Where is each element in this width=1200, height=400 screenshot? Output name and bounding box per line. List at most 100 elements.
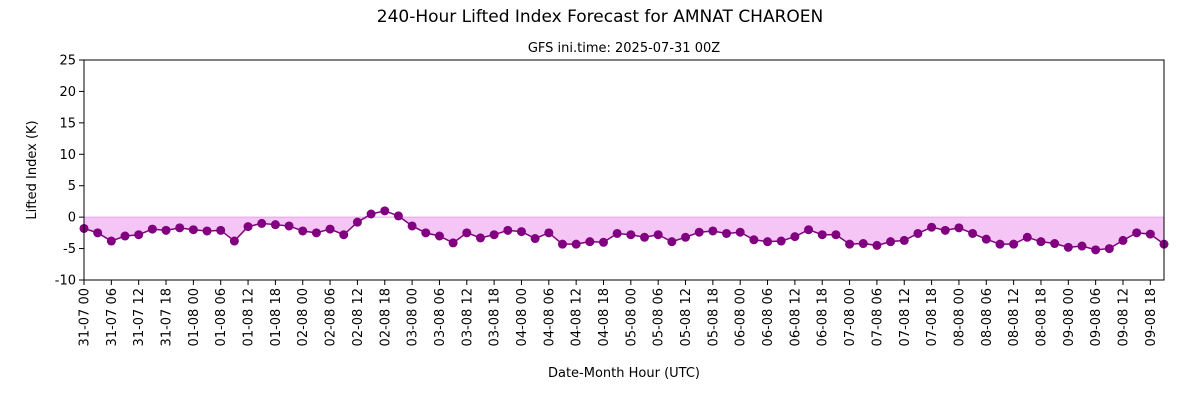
y-tick-label: -10 bbox=[55, 274, 76, 289]
data-point bbox=[229, 236, 239, 246]
data-point bbox=[448, 238, 458, 248]
data-point bbox=[571, 239, 581, 249]
data-point bbox=[831, 230, 841, 240]
data-point bbox=[366, 209, 376, 219]
x-tick-label: 01-08 00 bbox=[187, 288, 202, 346]
data-point bbox=[516, 227, 526, 237]
data-point bbox=[188, 225, 198, 235]
x-tick-label: 31-07 12 bbox=[132, 288, 147, 346]
data-point bbox=[1118, 235, 1128, 245]
x-tick-label: 09-08 12 bbox=[1116, 288, 1131, 346]
x-axis-label: Date-Month Hour (UTC) bbox=[548, 366, 700, 381]
data-point bbox=[612, 228, 622, 238]
data-point bbox=[325, 224, 335, 234]
data-point bbox=[940, 225, 950, 235]
chart-subtitle: GFS ini.time: 2025-07-31 00Z bbox=[528, 41, 720, 56]
data-point bbox=[1036, 237, 1046, 247]
data-point bbox=[257, 218, 267, 228]
data-point bbox=[585, 237, 595, 247]
x-tick-label: 03-08 00 bbox=[406, 288, 421, 346]
data-point bbox=[681, 232, 691, 242]
x-tick-label: 08-08 06 bbox=[980, 288, 995, 346]
x-tick-label: 02-08 12 bbox=[351, 288, 366, 346]
data-point bbox=[598, 237, 608, 247]
y-tick-label: 25 bbox=[59, 54, 76, 69]
data-point bbox=[667, 237, 677, 247]
data-point bbox=[544, 228, 554, 238]
data-point bbox=[298, 226, 308, 236]
data-point bbox=[968, 228, 978, 238]
data-point bbox=[722, 228, 732, 238]
y-tick-label: 0 bbox=[68, 211, 76, 226]
data-point bbox=[1050, 239, 1060, 249]
data-point bbox=[845, 239, 855, 249]
x-tick-label: 03-08 18 bbox=[488, 288, 503, 346]
y-tick-label: 20 bbox=[59, 85, 76, 100]
x-tick-label: 02-08 18 bbox=[378, 288, 393, 346]
data-point bbox=[995, 239, 1005, 249]
x-tick-label: 06-08 06 bbox=[761, 288, 776, 346]
data-point bbox=[804, 225, 814, 235]
data-point bbox=[339, 230, 349, 240]
data-point bbox=[270, 220, 280, 230]
x-tick-label: 04-08 06 bbox=[542, 288, 557, 346]
x-tick-label: 07-08 06 bbox=[870, 288, 885, 346]
data-point bbox=[503, 225, 513, 235]
data-point bbox=[1022, 232, 1032, 242]
data-point bbox=[489, 230, 499, 240]
x-tick-label: 31-07 06 bbox=[105, 288, 120, 346]
data-point bbox=[1063, 242, 1073, 252]
data-point bbox=[872, 240, 882, 250]
data-point bbox=[954, 223, 964, 233]
data-point bbox=[120, 231, 130, 241]
x-tick-label: 01-08 18 bbox=[269, 288, 284, 346]
x-tick-label: 09-08 18 bbox=[1144, 288, 1159, 346]
x-tick-label: 02-08 00 bbox=[296, 288, 311, 346]
x-tick-label: 09-08 00 bbox=[1062, 288, 1077, 346]
x-tick-label: 06-08 18 bbox=[816, 288, 831, 346]
data-point bbox=[913, 228, 923, 238]
data-point bbox=[462, 228, 472, 238]
x-tick-label: 01-08 06 bbox=[214, 288, 229, 346]
data-point bbox=[886, 237, 896, 247]
x-tick-label: 05-08 00 bbox=[624, 288, 639, 346]
data-point bbox=[1145, 229, 1155, 239]
x-tick-label: 31-07 00 bbox=[78, 288, 93, 346]
y-tick-label: 5 bbox=[68, 179, 76, 194]
x-tick-label: 01-08 12 bbox=[242, 288, 257, 346]
data-point bbox=[557, 239, 567, 249]
data-point bbox=[817, 230, 827, 240]
data-point bbox=[93, 228, 103, 238]
data-point bbox=[380, 206, 390, 216]
data-point bbox=[899, 235, 909, 245]
data-point bbox=[216, 225, 226, 235]
data-point bbox=[530, 234, 540, 244]
data-point bbox=[790, 232, 800, 242]
data-point bbox=[708, 226, 718, 236]
x-tick-label: 07-08 12 bbox=[898, 288, 913, 346]
data-point bbox=[284, 221, 294, 231]
x-tick-label: 08-08 00 bbox=[952, 288, 967, 346]
x-tick-label: 05-08 06 bbox=[652, 288, 667, 346]
data-point bbox=[243, 222, 253, 232]
data-point bbox=[858, 239, 868, 249]
data-point bbox=[1091, 245, 1101, 255]
data-point bbox=[106, 236, 116, 246]
data-point bbox=[694, 227, 704, 237]
data-point bbox=[1104, 244, 1114, 254]
data-point bbox=[311, 228, 321, 238]
x-tick-label: 09-08 06 bbox=[1089, 288, 1104, 346]
x-tick-label: 02-08 06 bbox=[324, 288, 339, 346]
data-point bbox=[763, 237, 773, 247]
data-point bbox=[1077, 241, 1087, 251]
x-tick-label: 07-08 18 bbox=[925, 288, 940, 346]
data-point bbox=[735, 227, 745, 237]
x-tick-label: 08-08 12 bbox=[1007, 288, 1022, 346]
x-tick-label: 05-08 18 bbox=[706, 288, 721, 346]
data-point bbox=[981, 234, 991, 244]
data-point bbox=[640, 232, 650, 242]
y-tick-label: -5 bbox=[63, 242, 76, 257]
data-point bbox=[393, 211, 403, 221]
data-point bbox=[475, 233, 485, 243]
